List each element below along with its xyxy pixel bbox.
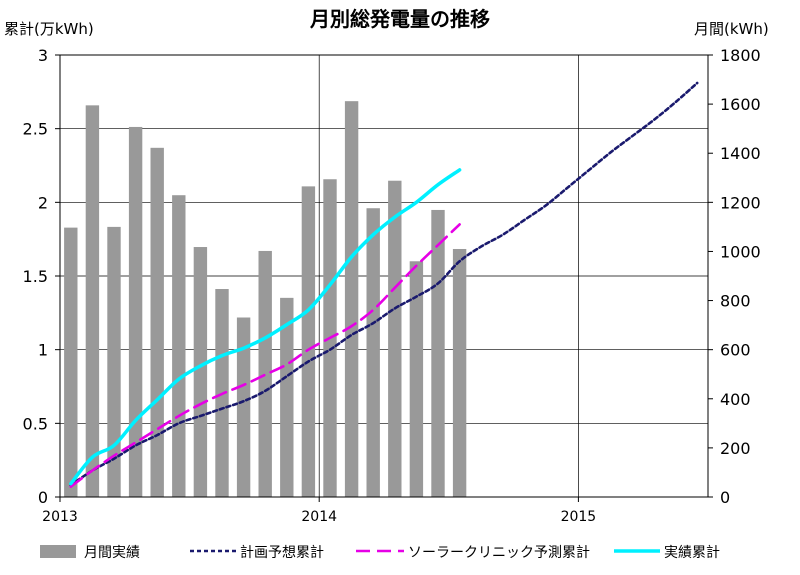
- legend: 月間実績 計画予想累計 ソーラークリニック予測累計 実績累計: [40, 545, 720, 561]
- bar-monthly: [280, 297, 294, 497]
- right-axis-label: 月間(kWh): [694, 20, 769, 38]
- legend-label-plan: 計画予想累計: [240, 545, 324, 561]
- chart-title: 月別総発電量の推移: [309, 7, 490, 31]
- bar-monthly: [193, 247, 208, 497]
- bar-monthly: [128, 126, 143, 497]
- bar-monthly: [344, 101, 359, 498]
- bar-monthly: [366, 208, 380, 497]
- series-line-short-dash: [69, 81, 699, 487]
- right-tick-label: 1200: [720, 193, 761, 212]
- bar-monthly: [236, 317, 251, 497]
- left-tick-label: 1.5: [23, 267, 48, 286]
- bar-monthly: [258, 250, 272, 497]
- bar-monthly: [452, 248, 467, 497]
- right-tick-label: 1400: [720, 144, 761, 163]
- legend-label-monthly: 月間実績: [84, 545, 140, 561]
- right-tick-label: 400: [720, 390, 751, 409]
- right-tick-label: 1600: [720, 95, 761, 114]
- x-tick-label: 2013: [42, 509, 78, 525]
- legend-label-clinic: ソーラークリニック予測累計: [408, 545, 590, 561]
- x-tick-label: 2015: [561, 509, 597, 525]
- legend-swatch-bar: [40, 545, 76, 558]
- right-tick-label: 800: [720, 292, 751, 311]
- left-axis-label: 累計(万kWh): [4, 20, 94, 38]
- left-tick-label: 2.5: [23, 120, 48, 139]
- bar-monthly: [64, 227, 78, 497]
- bars-group: [64, 101, 467, 498]
- right-axis-ticks: 0 200 400 600 800 1000 1200 1400 1600 1800: [708, 46, 761, 507]
- legend-label-actual: 実績累計: [664, 545, 720, 561]
- series-line-solid: [69, 168, 462, 486]
- right-tick-label: 0: [720, 488, 730, 507]
- right-tick-label: 1800: [720, 46, 761, 65]
- left-tick-label: 1: [38, 341, 48, 360]
- right-tick-label: 600: [720, 341, 751, 360]
- bar-monthly: [431, 209, 445, 497]
- bar-monthly: [172, 195, 186, 497]
- bar-monthly: [301, 186, 316, 497]
- right-tick-label: 200: [720, 439, 751, 458]
- left-tick-label: 0: [38, 488, 48, 507]
- x-axis-ticks: 2013 2014 2015: [42, 497, 596, 525]
- series-line-long-dash: [69, 223, 461, 488]
- bar-monthly: [85, 105, 100, 497]
- left-axis-ticks: 0 0.5 1 1.5 2 2.5 3: [23, 46, 60, 507]
- bar-monthly: [388, 180, 402, 498]
- left-tick-label: 3: [38, 46, 48, 65]
- left-tick-label: 2: [38, 193, 48, 212]
- bar-monthly: [107, 226, 121, 497]
- right-tick-label: 1000: [720, 242, 761, 261]
- left-tick-label: 0.5: [23, 414, 48, 433]
- lines-group: [69, 81, 699, 488]
- x-tick-label: 2014: [301, 509, 337, 525]
- bar-monthly: [150, 147, 164, 497]
- bar-monthly: [409, 261, 424, 497]
